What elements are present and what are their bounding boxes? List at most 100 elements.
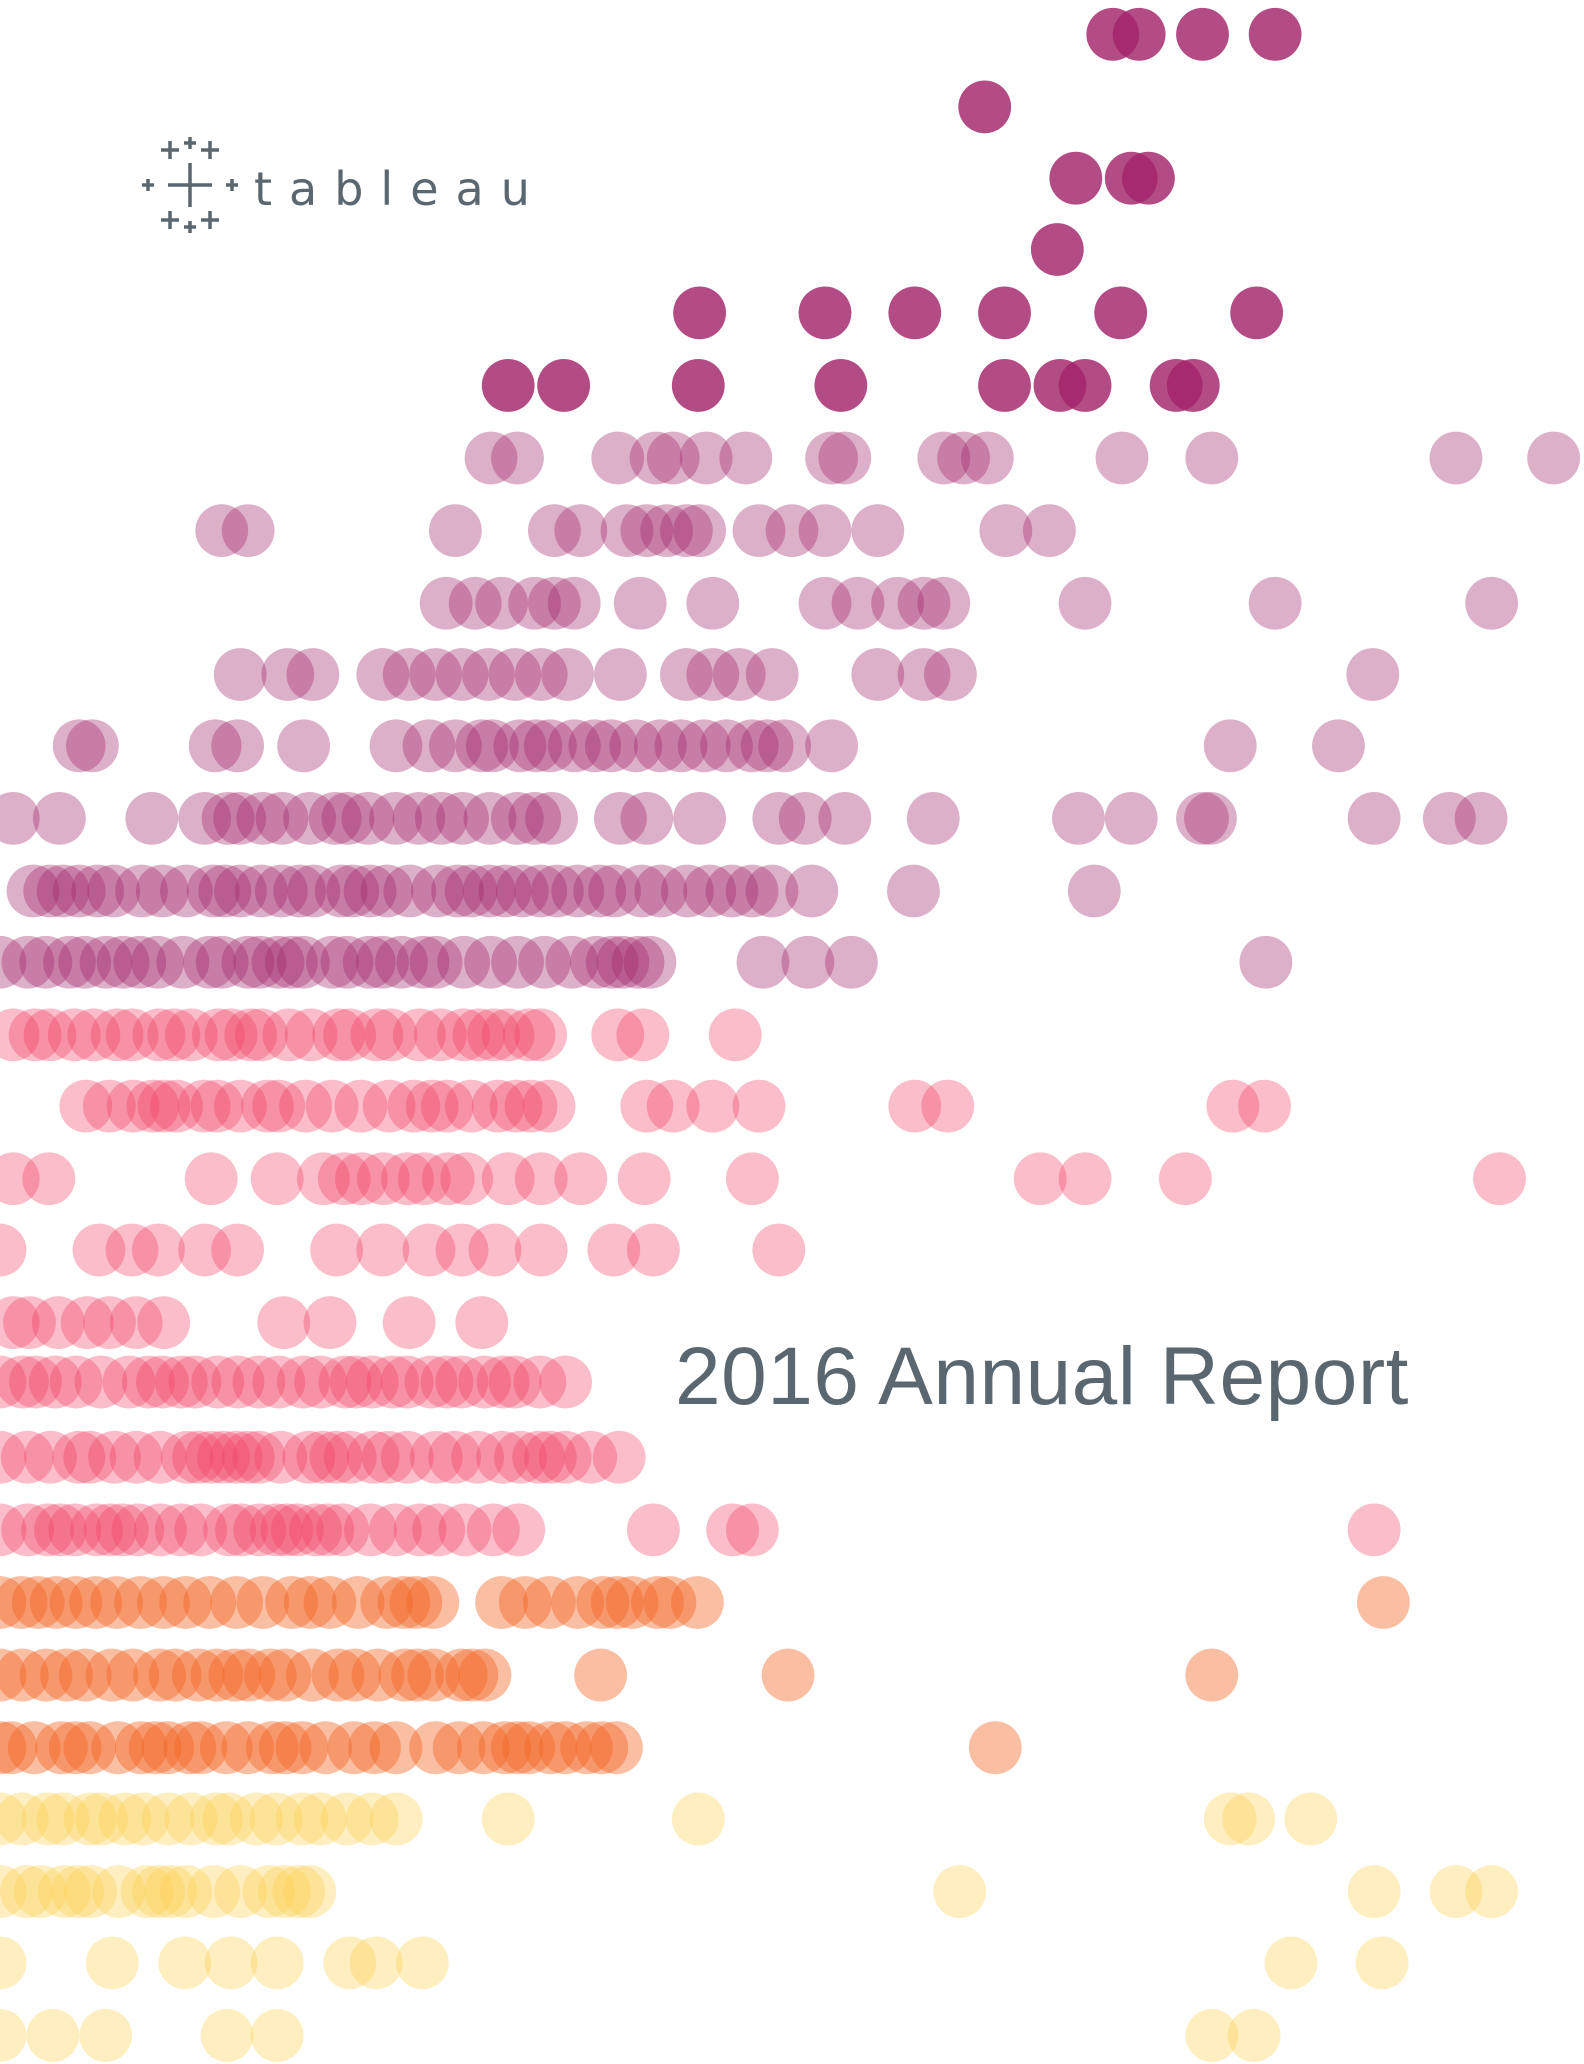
dot <box>1049 152 1102 205</box>
dot <box>66 719 119 772</box>
dot <box>719 432 772 485</box>
logo-wordmark: tableau <box>254 162 547 216</box>
dot <box>752 1224 805 1277</box>
dot <box>251 1152 304 1205</box>
dot <box>1176 8 1229 61</box>
dot <box>799 286 852 339</box>
dot <box>1059 577 1112 630</box>
dot <box>514 1008 567 1061</box>
dot <box>726 1503 779 1556</box>
dot-pattern <box>0 0 1584 2064</box>
dot <box>851 648 904 701</box>
dot <box>1094 286 1147 339</box>
dot <box>805 719 858 772</box>
dot <box>1473 1152 1526 1205</box>
dot <box>541 648 594 701</box>
dot <box>673 504 726 557</box>
dot <box>1122 152 1175 205</box>
dot <box>672 1793 725 1846</box>
dot <box>491 432 544 485</box>
dot <box>469 1224 522 1277</box>
dot <box>79 2009 132 2062</box>
dot <box>554 504 607 557</box>
dot <box>537 359 590 412</box>
logo-icon <box>140 135 240 235</box>
dot <box>1249 8 1302 61</box>
dot <box>137 1296 190 1349</box>
dot <box>1348 1503 1401 1556</box>
dot <box>1455 792 1508 845</box>
dot <box>1284 1793 1337 1846</box>
dot <box>624 936 677 989</box>
dot <box>969 1721 1022 1774</box>
dot <box>1113 8 1166 61</box>
dot <box>1527 432 1580 485</box>
dot <box>933 1865 986 1918</box>
dot <box>1184 792 1237 845</box>
dot <box>370 1793 423 1846</box>
dot <box>958 81 1011 134</box>
dot <box>304 1296 357 1349</box>
dot <box>515 1224 568 1277</box>
dot <box>733 1080 786 1133</box>
dot <box>201 2009 254 2062</box>
dot <box>1185 1649 1238 1702</box>
page: tableau 2016 Annual Report (() => { cons… <box>0 0 1584 2064</box>
dot <box>26 2009 79 2062</box>
dot <box>132 1224 185 1277</box>
dot <box>921 1080 974 1133</box>
dot <box>671 1576 724 1629</box>
dot <box>523 1080 576 1133</box>
dot <box>709 1008 762 1061</box>
dot <box>758 719 811 772</box>
dot <box>686 1080 739 1133</box>
dot <box>1185 432 1238 485</box>
dot <box>799 504 852 557</box>
dot <box>277 719 330 772</box>
dot <box>1356 1936 1409 1989</box>
dot <box>1238 1080 1291 1133</box>
dot <box>907 792 960 845</box>
dot <box>525 792 578 845</box>
dot <box>429 504 482 557</box>
dot <box>1059 1152 1112 1205</box>
dot <box>917 577 970 630</box>
dot <box>396 1936 449 1989</box>
dot <box>978 359 1031 412</box>
dot <box>356 1224 409 1277</box>
dot <box>214 648 267 701</box>
dot <box>0 1936 26 1989</box>
dot <box>459 1649 512 1702</box>
dot <box>251 1936 304 1989</box>
dot <box>737 936 790 989</box>
dot <box>158 1936 211 1989</box>
dot <box>1346 648 1399 701</box>
dot <box>86 1936 139 1989</box>
dot <box>539 1356 592 1409</box>
dot <box>818 432 871 485</box>
dot <box>482 1793 535 1846</box>
dot <box>455 1296 508 1349</box>
dot <box>1348 792 1401 845</box>
dot <box>1312 719 1365 772</box>
dot <box>1096 432 1149 485</box>
dot <box>185 1152 238 1205</box>
dot <box>257 1296 310 1349</box>
dot <box>1059 359 1112 412</box>
dot <box>554 1152 607 1205</box>
dot <box>482 359 535 412</box>
dot <box>548 577 601 630</box>
dot <box>1014 1152 1067 1205</box>
dot <box>620 792 673 845</box>
dot <box>818 792 871 845</box>
dot <box>222 504 275 557</box>
dot <box>762 1649 815 1702</box>
dot <box>746 648 799 701</box>
dot <box>1357 1576 1410 1629</box>
dot <box>1068 865 1121 918</box>
dot <box>627 1503 680 1556</box>
dot <box>1167 359 1220 412</box>
dot <box>283 1865 336 1918</box>
dot <box>1249 577 1302 630</box>
dot <box>1204 719 1257 772</box>
